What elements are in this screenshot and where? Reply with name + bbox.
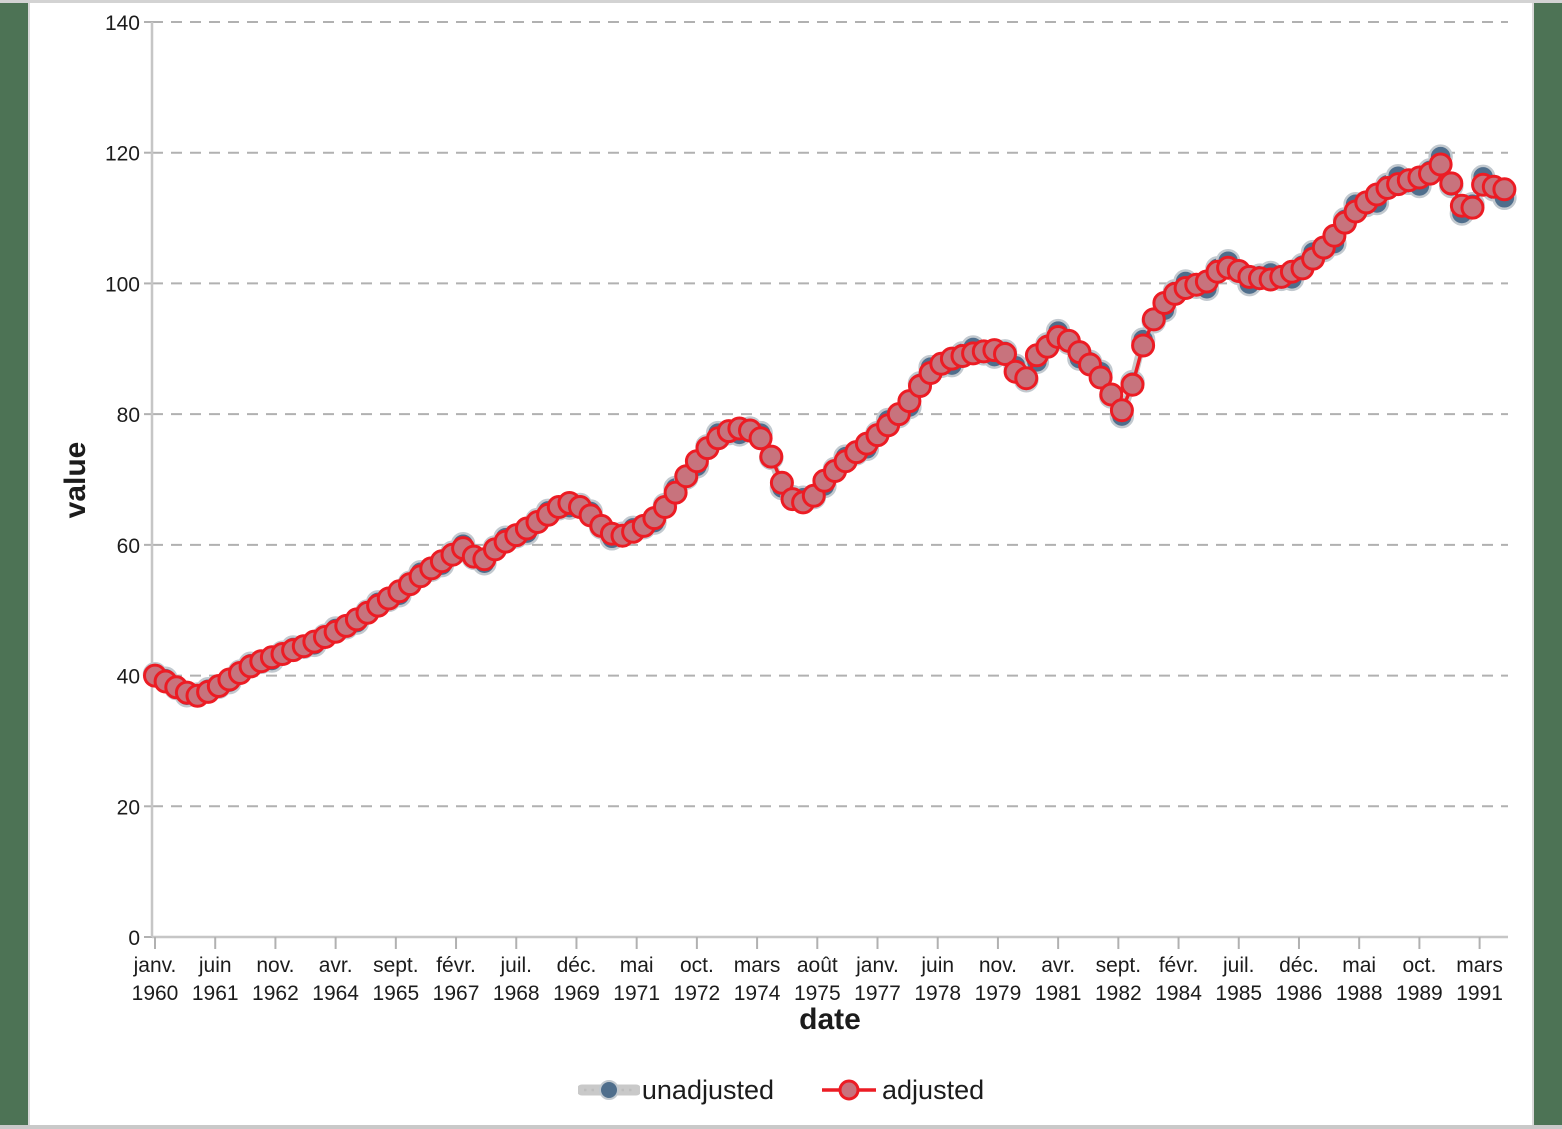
y-tick-label: 20 <box>117 796 140 819</box>
adjusted-point <box>748 426 773 451</box>
adjusted-point <box>769 470 794 495</box>
adjusted-point <box>663 480 688 505</box>
adjusted-series-points <box>143 152 1517 708</box>
x-tick-label: févr. 1967 <box>433 954 480 1005</box>
x-tick-label: juin 1978 <box>914 954 961 1005</box>
right-border <box>1532 3 1562 1125</box>
x-tick-label: mars 1974 <box>734 954 781 1005</box>
adjusted-point <box>1141 307 1166 332</box>
x-tick-label: déc. 1986 <box>1276 954 1323 1005</box>
legend-label-adjusted: adjusted <box>882 1074 985 1105</box>
left-border <box>0 3 30 1125</box>
bottom-border <box>0 1125 1562 1129</box>
y-tick-label: 140 <box>105 12 140 35</box>
x-tick-label: sept. 1965 <box>372 954 419 1005</box>
adjusted-point <box>1120 372 1145 397</box>
legend-item-unadjusted: unadjusted <box>577 1074 775 1106</box>
y-tick-label: 40 <box>117 666 140 689</box>
y-tick-label: 80 <box>117 404 140 427</box>
adjusted-point <box>1492 177 1517 202</box>
adjusted-point <box>759 444 784 469</box>
y-tick-label: 120 <box>105 143 140 166</box>
x-tick-label: oct. 1989 <box>1396 954 1443 1005</box>
y-axis-title: value <box>59 441 92 519</box>
x-tick-label: avr. 1981 <box>1035 954 1082 1005</box>
adjusted-point <box>1439 171 1464 196</box>
x-tick-label: août 1975 <box>794 954 841 1005</box>
x-tick-label: nov. 1979 <box>975 954 1022 1005</box>
x-tick-label: mai 1988 <box>1336 954 1383 1005</box>
x-tick-label: nov. 1962 <box>252 954 299 1005</box>
x-tick-label: janv. 1977 <box>854 954 901 1005</box>
adjusted-point <box>1014 366 1039 391</box>
y-tick-label: 0 <box>128 927 140 950</box>
x-tick-label: janv. 1960 <box>132 954 179 1005</box>
adjusted-point <box>1428 152 1453 177</box>
y-tick-label: 60 <box>117 535 140 558</box>
legend: unadjusted adjusted <box>0 1066 1562 1114</box>
adjusted-legend-swatch-icon <box>822 1079 877 1101</box>
x-tick-label: juil. 1968 <box>493 954 540 1005</box>
x-tick-label: juin 1961 <box>192 954 239 1005</box>
x-tick-label: mars 1991 <box>1456 954 1503 1005</box>
x-tick-label: sept. 1982 <box>1095 954 1142 1005</box>
x-tick-label: oct. 1972 <box>674 954 721 1005</box>
legend-item-adjusted: adjusted <box>818 1075 984 1106</box>
top-border <box>0 0 1562 3</box>
unadjusted-legend-swatch-icon <box>577 1080 640 1100</box>
y-tick-label: 100 <box>105 273 140 296</box>
adjusted-point <box>1088 365 1113 390</box>
adjusted-point <box>1109 398 1134 423</box>
x-tick-label: mai 1971 <box>613 954 660 1005</box>
x-tick-label: avr. 1964 <box>312 954 359 1005</box>
x-tick-label: déc. 1969 <box>553 954 600 1005</box>
adjusted-point <box>1460 195 1485 220</box>
legend-label-unadjusted: unadjusted <box>641 1074 775 1105</box>
adjusted-point <box>1131 333 1156 358</box>
x-tick-label: juil. 1985 <box>1215 954 1262 1005</box>
x-tick-label: févr. 1984 <box>1155 954 1202 1005</box>
x-axis-title: date <box>799 1003 861 1036</box>
adjusted-point <box>993 342 1017 366</box>
